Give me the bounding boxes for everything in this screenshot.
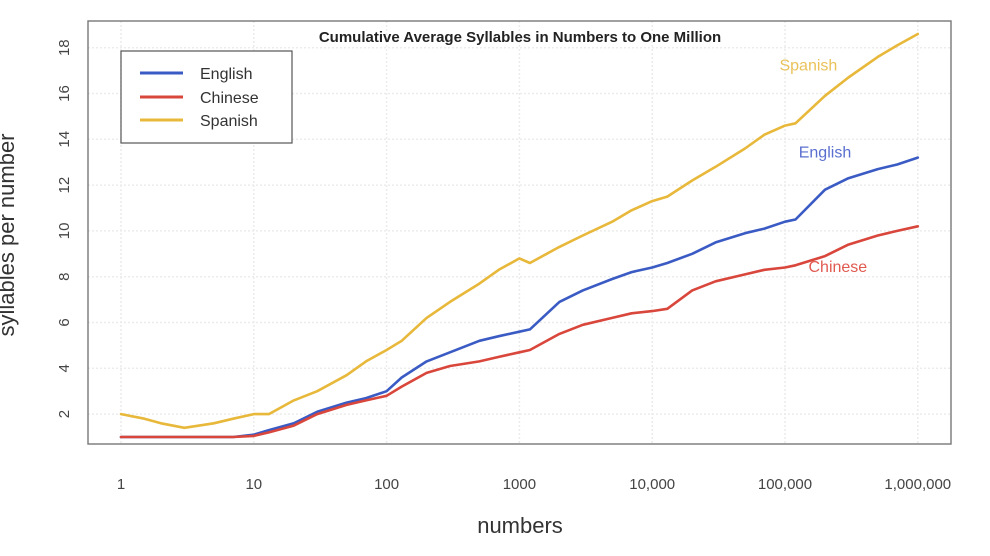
x-tick-label: 1000 <box>503 476 536 493</box>
series-layer <box>119 32 920 439</box>
grid <box>88 21 951 444</box>
series-labels: English Chinese Spanish <box>779 58 867 277</box>
x-tick-label: 10,000 <box>629 476 675 493</box>
legend-label-chinese: Chinese <box>200 90 259 107</box>
y-tick-label: 14 <box>56 131 73 148</box>
y-tick-label: 18 <box>56 39 73 56</box>
y-tick-label: 10 <box>56 223 73 240</box>
legend-item-chinese: Chinese <box>140 90 259 107</box>
series-label-chinese: Chinese <box>808 259 867 276</box>
y-axis-ticks: 2 4 6 8 10 12 14 16 18 <box>56 39 73 418</box>
x-tick-label: 1,000,000 <box>884 476 951 493</box>
legend: English Chinese Spanish <box>120 50 293 144</box>
series-label-english: English <box>799 145 851 162</box>
plot-frame <box>87 20 952 445</box>
y-tick-label: 6 <box>56 318 73 326</box>
legend-item-english: English <box>140 66 252 83</box>
legend-label-spanish: Spanish <box>200 113 258 130</box>
x-axis-title: numbers <box>477 513 563 538</box>
x-tick-label: 10 <box>245 476 262 493</box>
series-line-spanish <box>119 32 920 430</box>
y-tick-label: 2 <box>56 410 73 418</box>
x-tick-label: 100 <box>374 476 399 493</box>
legend-label-english: English <box>200 66 252 83</box>
y-axis-title: syllables per number <box>0 134 19 337</box>
x-axis-ticks: 1 10 100 1000 10,000 100,000 1,000,000 <box>117 476 951 493</box>
y-tick-label: 12 <box>56 177 73 194</box>
series-line-chinese <box>119 225 920 439</box>
legend-item-spanish: Spanish <box>140 113 258 130</box>
chart-title: Cumulative Average Syllables in Numbers … <box>319 29 721 46</box>
y-tick-label: 16 <box>56 85 73 102</box>
series-line-english <box>119 156 920 439</box>
x-tick-label: 1 <box>117 476 125 493</box>
y-tick-label: 4 <box>56 364 73 372</box>
x-tick-label: 100,000 <box>758 476 812 493</box>
series-label-spanish: Spanish <box>779 58 837 75</box>
y-tick-label: 8 <box>56 273 73 281</box>
